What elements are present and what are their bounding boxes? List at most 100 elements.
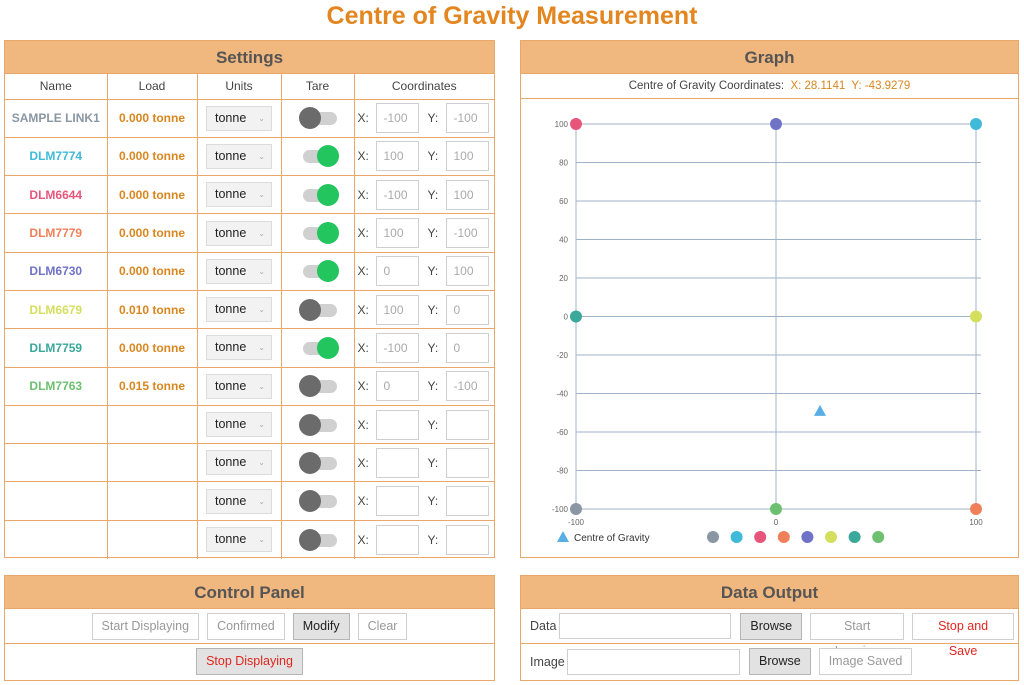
y-tick-label: 60 [559,197,568,206]
chevron-down-icon: ⌄ [258,496,265,506]
units-select[interactable]: tonne ⌄ [206,373,272,399]
x-coordinate-input[interactable]: -100 [375,179,419,210]
units-value: tonne [215,110,247,125]
x-coordinate-input[interactable]: 100 [375,218,419,249]
page-title: Centre of Gravity Measurement [326,2,698,30]
units-value: tonne [215,493,247,508]
y-coordinate-input[interactable]: 100 [445,256,489,287]
chevron-down-icon: ⌄ [258,420,265,430]
modify-button[interactable]: Modify [292,612,350,640]
sensor-name: DLM6730 [5,252,108,291]
tare-toggle[interactable] [298,490,337,513]
units-select[interactable]: tonne ⌄ [206,527,272,553]
image-saved-button[interactable]: Image Saved [818,648,913,675]
clear-button[interactable]: Clear [357,612,408,640]
sensor-load: 0.000 tonne [107,137,198,177]
tare-toggle[interactable] [299,336,339,359]
data-browse-button[interactable]: Browse [740,612,803,640]
confirmed-button[interactable]: Confirmed [207,612,285,640]
units-select[interactable]: tonne ⌄ [206,450,272,476]
sensor-name: DLM7774 [5,137,108,177]
y-tick-label: -80 [556,467,568,476]
y-coordinate-input[interactable] [445,486,489,517]
y-coordinate-input[interactable] [445,409,489,440]
units-value: tonne [215,263,247,278]
y-coordinate-input[interactable]: 0 [445,294,489,325]
y-coordinate-input[interactable]: 0 [445,332,489,363]
x-label: X: [357,264,369,279]
y-coordinate-input[interactable] [445,447,489,478]
x-coordinate-input[interactable]: 0 [375,371,419,402]
sensor-name: DLM6679 [5,290,108,330]
x-coordinate-input[interactable] [375,447,419,478]
legend-swatch [825,531,837,543]
units-value: tonne [215,532,247,547]
y-tick-label: 40 [559,236,568,245]
units-select[interactable]: tonne ⌄ [206,105,272,131]
start-logging-button[interactable]: Start Logging [810,612,905,658]
stop-displaying-button[interactable]: Stop Displaying [196,648,303,675]
units-select[interactable]: tonne ⌄ [206,143,272,169]
chevron-down-icon: ⌄ [258,190,265,200]
tare-toggle[interactable] [298,451,337,474]
image-path-field[interactable] [567,648,740,675]
x-label: X: [357,532,369,547]
tare-toggle[interactable] [299,145,339,168]
units-select[interactable]: tonne ⌄ [206,297,272,323]
units-select[interactable]: tonne ⌄ [206,182,272,208]
tare-toggle[interactable] [299,183,339,206]
settings-table: Name Load Units Tare Coordinates SAMPLE … [5,74,494,559]
y-coordinate-input[interactable]: 100 [445,179,489,210]
sensor-load: 0.010 tonne [107,290,198,330]
stop-and-save-button[interactable]: Stop and Save [912,612,1014,658]
tare-toggle[interactable] [298,528,337,551]
control-row-1: Start Displaying Confirmed Modify Clear [5,609,494,644]
x-coordinate-input[interactable]: 0 [375,256,419,287]
x-coordinate-input[interactable] [375,524,419,555]
units-select[interactable]: tonne ⌄ [206,412,272,438]
cog-chart: 100 80 60 40 20 0 -20 -40 -60 -80 -100 -100 0 100 Cent… [552,118,983,544]
units-select[interactable]: tonne ⌄ [206,335,272,361]
x-coordinate-input[interactable]: -100 [375,103,419,134]
y-tick-label: -40 [556,390,568,399]
y-label: Y: [427,455,439,470]
y-label: Y: [427,417,439,432]
x-coordinate-input[interactable]: 100 [375,141,419,172]
x-coordinate-input[interactable]: -100 [375,332,419,363]
legend-swatch [848,531,861,543]
data-path-field[interactable] [558,613,732,639]
settings-row: DLM7763 0.015 tonne tonne ⌄ X: 0 Y: -100 [5,367,494,406]
tare-toggle[interactable] [298,298,337,321]
tare-toggle[interactable] [299,222,339,245]
sensor-name: DLM7763 [5,367,108,406]
sensor-name: DLM6644 [5,175,108,215]
graph-header: Graph [521,41,1018,74]
start-displaying-button[interactable]: Start Displaying [91,612,200,640]
data-row: Data Browse Start Logging Stop and Save [521,609,1018,658]
sensor-point [770,118,782,130]
y-coordinate-input[interactable] [445,524,489,555]
column-header-load: Load [107,74,198,100]
image-browse-button[interactable]: Browse [749,648,811,675]
tare-toggle[interactable] [299,260,339,283]
tare-toggle[interactable] [298,375,337,398]
tare-toggle[interactable] [298,107,337,130]
units-select[interactable]: tonne ⌄ [206,488,272,514]
y-coordinate-input[interactable]: -100 [445,103,489,134]
units-select[interactable]: tonne ⌄ [206,258,272,284]
sensor-name [5,481,108,521]
y-label: Y: [427,340,439,355]
sensor-load: 0.000 tonne [107,213,198,253]
sensor-load: 0.000 tonne [107,175,198,215]
settings-row: DLM6644 0.000 tonne tonne ⌄ X: -100 Y: 100 [5,175,494,215]
y-tick-label: -60 [556,428,568,437]
y-coordinate-input[interactable]: -100 [445,218,489,249]
x-coordinate-input[interactable] [375,409,419,440]
units-select[interactable]: tonne ⌄ [206,220,272,246]
x-coordinate-input[interactable]: 100 [375,294,419,325]
y-tick-label: -100 [552,505,569,514]
x-coordinate-input[interactable] [375,486,419,517]
y-coordinate-input[interactable]: 100 [445,141,489,172]
y-coordinate-input[interactable]: -100 [445,371,489,402]
tare-toggle[interactable] [298,413,337,436]
